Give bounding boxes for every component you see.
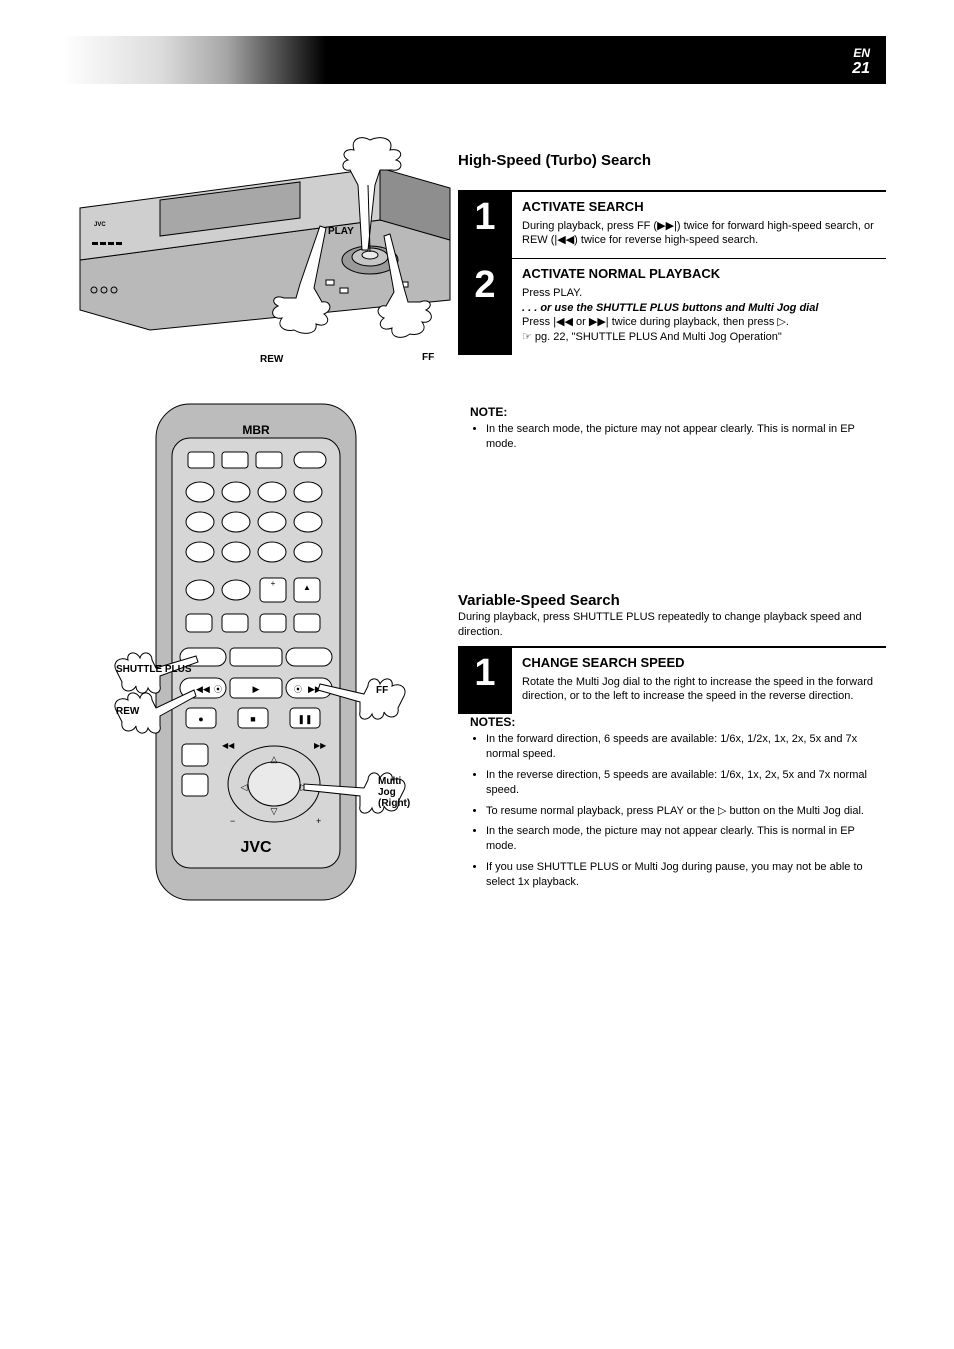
list-item: If you use SHUTTLE PLUS or Multi Jog dur… — [486, 860, 886, 890]
table-row: 1 CHANGE SEARCH SPEED Rotate the Multi J… — [458, 647, 886, 714]
vcr-illustration: JVC PLAY REW FF — [70, 130, 460, 340]
steps-table-variable-speed: 1 CHANGE SEARCH SPEED Rotate the Multi J… — [458, 646, 886, 714]
svg-text:■: ■ — [250, 714, 255, 724]
remote-label-shuttle-plus: SHUTTLE PLUS — [116, 664, 192, 675]
svg-text:JVC: JVC — [240, 839, 272, 856]
step-body: CHANGE SEARCH SPEED Rotate the Multi Jog… — [512, 647, 886, 714]
svg-text:−: − — [230, 816, 235, 826]
step-number: 2 — [458, 259, 512, 355]
svg-text:◁: ◁ — [241, 782, 248, 792]
header-lang: EN — [853, 46, 870, 60]
vcr-label-ff: FF — [422, 352, 434, 363]
remote-label-rew: REW — [116, 706, 139, 717]
section-title-high-speed: High-Speed (Turbo) Search — [458, 152, 651, 169]
list-item: In the reverse direction, 5 speeds are a… — [486, 768, 886, 798]
vcr-label-play: PLAY — [328, 226, 354, 237]
svg-text:+: + — [271, 579, 276, 588]
svg-text:▶: ▶ — [253, 684, 260, 694]
svg-text:JVC: JVC — [94, 222, 106, 228]
section-title-variable-speed: Variable-Speed Search — [458, 592, 620, 609]
table-row: 2 ACTIVATE NORMAL PLAYBACK Press PLAY.. … — [458, 259, 886, 355]
list-item: In the search mode, the picture may not … — [486, 824, 886, 854]
step-number: 1 — [458, 191, 512, 259]
notes-variable-speed: NOTES: In the forward direction, 6 speed… — [470, 714, 886, 896]
svg-text:⦿: ⦿ — [294, 685, 302, 694]
remote-label-ff: FF — [376, 685, 388, 696]
section-desc-variable-speed: During playback, press SHUTTLE PLUS repe… — [458, 610, 886, 640]
svg-text:❚❚: ❚❚ — [297, 714, 312, 725]
step-number: 1 — [458, 647, 512, 714]
svg-text:▲: ▲ — [303, 583, 311, 592]
svg-text:●: ● — [198, 714, 203, 724]
header-page-number: 21 — [852, 60, 870, 78]
header-bar: EN 21 — [62, 36, 886, 84]
svg-text:+: + — [316, 816, 321, 826]
step-body: ACTIVATE NORMAL PLAYBACK Press PLAY.. . … — [512, 259, 886, 355]
list-item: In the search mode, the picture may not … — [486, 422, 886, 452]
list-item: In the forward direction, 6 speeds are a… — [486, 732, 886, 762]
svg-text:MBR: MBR — [242, 423, 270, 437]
svg-text:◀◀: ◀◀ — [196, 684, 210, 694]
svg-text:▽: ▽ — [271, 806, 278, 816]
step-body: ACTIVATE SEARCH During playback, press F… — [512, 191, 886, 259]
svg-text:⦿: ⦿ — [214, 685, 222, 694]
steps-table-high-speed: 1 ACTIVATE SEARCH During playback, press… — [458, 190, 886, 355]
vcr-label-rew: REW — [260, 354, 283, 365]
svg-text:◀◀: ◀◀ — [222, 741, 235, 750]
list-item: To resume normal playback, press PLAY or… — [486, 804, 886, 819]
table-row: 1 ACTIVATE SEARCH During playback, press… — [458, 191, 886, 259]
remote-illustration: MBR + ▲ ◀◀ ⦿ ▶ ⦿ ▶▶ — [110, 400, 410, 910]
svg-text:△: △ — [271, 754, 278, 764]
svg-text:▶▶: ▶▶ — [314, 741, 327, 750]
notes-high-speed: NOTE: In the search mode, the picture ma… — [470, 404, 886, 458]
remote-label-multijog: Multi Jog (Right) — [378, 776, 410, 809]
